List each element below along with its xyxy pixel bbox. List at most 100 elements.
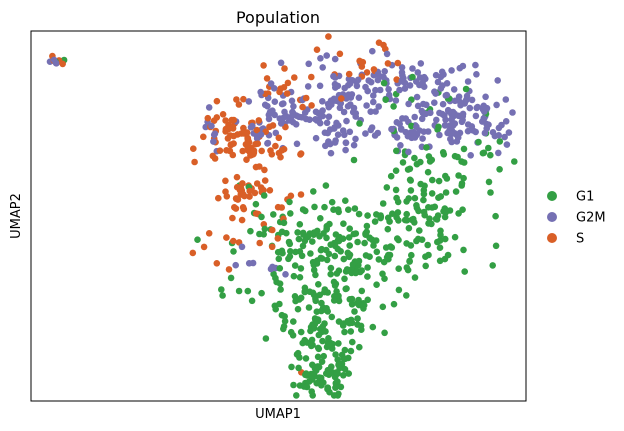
point-g1 <box>311 315 319 322</box>
point-g2m <box>441 122 449 129</box>
point-g1 <box>370 242 377 249</box>
point-g2m <box>455 93 463 100</box>
point-g1 <box>335 361 342 369</box>
point-s <box>189 249 197 257</box>
point-g1 <box>496 138 504 145</box>
point-g2m <box>328 101 335 108</box>
point-g2m <box>370 92 377 99</box>
point-g1 <box>313 308 321 316</box>
point-g1 <box>340 220 347 227</box>
point-g1 <box>319 323 327 330</box>
point-g2m <box>352 135 359 143</box>
point-g2m <box>451 110 459 118</box>
point-g2m <box>439 100 447 108</box>
point-g2m <box>270 85 278 92</box>
point-g2m <box>316 119 324 127</box>
point-g2m <box>402 115 410 122</box>
point-g2m <box>409 65 416 72</box>
point-g2m <box>292 121 300 128</box>
point-g1 <box>323 305 330 312</box>
point-g1 <box>364 264 371 271</box>
point-g2m <box>485 121 492 128</box>
point-g2m <box>447 130 455 137</box>
point-s <box>229 151 237 159</box>
point-g2m <box>325 113 333 120</box>
point-g1 <box>218 286 225 293</box>
point-g1 <box>394 235 401 242</box>
point-g1 <box>281 313 289 320</box>
point-s <box>190 145 197 152</box>
point-g2m <box>457 98 464 106</box>
point-g1 <box>441 213 449 221</box>
point-g2m <box>468 96 476 104</box>
point-g1 <box>342 285 350 293</box>
point-g2m <box>469 127 477 134</box>
point-g2m <box>277 59 285 67</box>
point-g1 <box>319 337 326 345</box>
point-g2m <box>480 104 488 111</box>
point-s <box>233 96 240 103</box>
point-g2m <box>276 115 284 122</box>
point-g1 <box>383 184 391 191</box>
point-s <box>253 180 261 187</box>
point-g1 <box>343 266 351 273</box>
point-g1 <box>309 289 317 297</box>
point-g1 <box>390 103 397 110</box>
point-g1 <box>379 200 387 207</box>
point-g1 <box>312 271 319 279</box>
point-g1 <box>347 347 355 355</box>
point-g2m <box>383 50 391 58</box>
point-s <box>223 234 230 241</box>
point-s <box>243 129 251 136</box>
point-g1 <box>328 313 336 321</box>
point-g2m <box>411 113 419 121</box>
point-s <box>209 152 217 160</box>
legend-label-g1: G1 <box>576 190 594 205</box>
point-g2m <box>495 132 503 139</box>
legend: G1 G2M S <box>547 190 606 247</box>
point-g1 <box>352 269 360 277</box>
point-s <box>205 230 213 237</box>
point-g1 <box>318 382 325 389</box>
point-g1 <box>334 236 342 244</box>
point-g2m <box>238 243 246 251</box>
point-g1 <box>460 145 468 153</box>
point-g1 <box>309 238 316 245</box>
point-g1 <box>323 234 330 242</box>
point-g1 <box>358 287 366 295</box>
point-s <box>222 128 229 135</box>
point-g2m <box>257 131 265 138</box>
point-g1 <box>379 270 386 278</box>
point-g2m <box>316 82 324 90</box>
point-g2m <box>362 130 369 137</box>
point-s <box>240 205 248 213</box>
point-g2m <box>312 134 320 142</box>
point-g1 <box>244 287 252 295</box>
point-g1 <box>294 305 302 313</box>
point-g2m <box>464 127 472 135</box>
point-s <box>393 76 401 83</box>
point-g1 <box>296 221 304 228</box>
point-g1 <box>362 230 369 237</box>
point-s <box>59 60 66 68</box>
point-g2m <box>393 134 401 141</box>
point-s <box>325 33 332 40</box>
point-s <box>280 145 288 153</box>
point-g2m <box>494 77 502 84</box>
point-g1 <box>270 211 277 218</box>
point-g2m <box>350 104 358 112</box>
point-g1 <box>428 190 436 197</box>
point-s <box>277 85 284 92</box>
point-g1 <box>292 297 299 305</box>
point-s <box>261 166 268 174</box>
point-g2m <box>436 131 443 139</box>
point-g1 <box>317 254 325 262</box>
point-g1 <box>293 392 300 399</box>
point-g2m <box>370 98 377 106</box>
point-g1 <box>349 261 357 268</box>
point-g2m <box>323 52 331 59</box>
point-g2m <box>352 110 360 117</box>
point-g1 <box>318 245 326 253</box>
point-g2m <box>493 101 500 109</box>
point-g1 <box>387 172 395 180</box>
